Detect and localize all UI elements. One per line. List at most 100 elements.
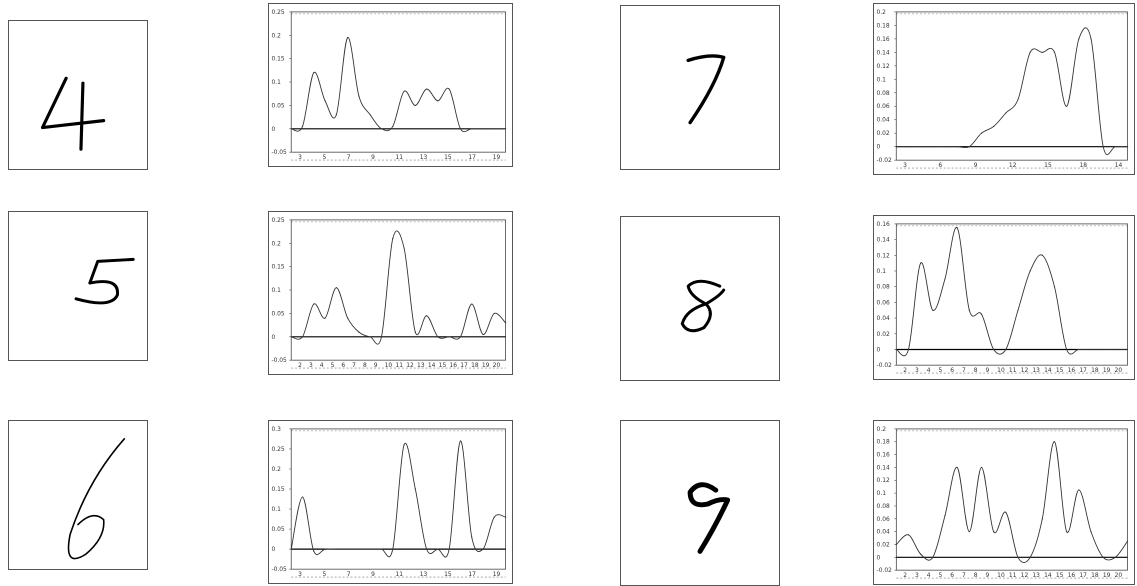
data-point: [380, 128, 383, 130]
x-tick-label: 15: [444, 572, 452, 578]
data-point: [380, 336, 383, 338]
x-tick-label: 20: [1115, 573, 1123, 579]
data-point: [968, 309, 970, 311]
x-tick-label: 19: [493, 155, 501, 161]
data-point: [324, 548, 326, 550]
data-point: [290, 548, 292, 550]
data-point: [932, 556, 934, 558]
x-tick-label: 6: [950, 573, 954, 579]
x-tick-label: 2: [298, 363, 302, 369]
data-point: [426, 88, 428, 90]
data-point: [482, 333, 484, 336]
data-point: [1078, 348, 1080, 351]
x-tick-label: 14: [1115, 162, 1123, 169]
y-tick-label: 0.14: [877, 465, 890, 471]
y-tick-label: 0.1: [271, 507, 281, 513]
y-tick-label: 0.2: [877, 9, 887, 16]
x-tick-label: 13: [1032, 368, 1040, 374]
x-tick-label: 7: [352, 363, 356, 369]
y-tick-label: 0: [271, 335, 275, 341]
data-point: [920, 146, 922, 148]
data-point: [1066, 531, 1068, 533]
data-point: [956, 466, 958, 469]
data-point: [907, 534, 910, 536]
x-tick-label: 16: [449, 363, 457, 369]
data-point: [1005, 348, 1007, 351]
x-tick-label: 17: [468, 155, 476, 161]
y-tick-label: 0.02: [877, 332, 890, 338]
x-tick-label: 9: [371, 572, 375, 578]
y-tick-label: 0.2: [271, 467, 281, 473]
x-tick-label: 3: [298, 572, 302, 578]
y-tick-label: 0: [877, 347, 881, 353]
data-point: [380, 548, 383, 550]
series-line: [896, 441, 1128, 563]
data-point: [1029, 556, 1031, 558]
data-point: [944, 514, 946, 517]
x-tick-label: 11: [1009, 573, 1017, 579]
x-tick-label: 6: [341, 363, 345, 369]
data-point: [324, 100, 326, 102]
data-point: [956, 227, 958, 229]
data-point: [437, 548, 439, 550]
x-tick-label: 8: [974, 368, 978, 374]
data-point: [1017, 309, 1019, 311]
digit-8-glyph: [680, 279, 726, 333]
y-tick-label: -0.02: [877, 363, 893, 369]
x-tick-label: 9: [985, 573, 989, 579]
data-point: [968, 146, 970, 148]
x-tick-label: 9: [371, 155, 375, 161]
data-point: [504, 516, 507, 518]
x-tick-label: 4: [927, 368, 931, 374]
y-tick-label: 0.14: [877, 49, 890, 56]
data-point: [1090, 348, 1092, 351]
data-point: [1078, 489, 1080, 491]
y-tick-label: -0.02: [877, 157, 893, 164]
data-point: [980, 132, 983, 134]
data-point: [358, 548, 360, 550]
y-tick-label: 0.25: [271, 10, 284, 16]
x-tick-label: 5: [938, 368, 942, 374]
data-point: [482, 548, 484, 550]
data-point: [993, 531, 995, 533]
y-tick-label: 0.04: [877, 316, 890, 322]
data-point: [1041, 254, 1043, 256]
plot-frame: [290, 219, 506, 361]
data-point: [301, 496, 304, 498]
x-tick-label: 7: [962, 368, 966, 374]
x-tick-label: 6: [938, 162, 942, 169]
x-tick-label: 19: [1103, 573, 1111, 579]
x-tick-label: 10: [385, 363, 393, 369]
y-tick-label: 0.12: [877, 478, 890, 484]
data-point: [1126, 348, 1129, 351]
x-tick-label: 9: [974, 162, 978, 169]
y-tick-label: 0.06: [877, 517, 890, 523]
x-tick-label: 10: [997, 368, 1005, 374]
data-point: [392, 238, 394, 240]
data-point: [932, 309, 934, 311]
data-point: [1029, 270, 1031, 272]
data-point: [1126, 540, 1129, 542]
data-point: [414, 331, 416, 333]
y-tick-label: 0: [271, 127, 275, 133]
plot-frame: [895, 428, 1128, 571]
x-tick-label: 19: [493, 572, 501, 578]
data-point: [493, 516, 495, 518]
chart-panel-8: 0.16 0.14 0.12 0.1 0.08 0.06 0.04 0.02 0 -0.02 2 3 4…: [873, 215, 1135, 380]
data-point: [369, 336, 371, 338]
data-point: [932, 146, 934, 148]
digit-panel-5: [8, 211, 148, 361]
digit-5-glyph: [74, 257, 135, 305]
data-point: [426, 315, 428, 317]
data-point: [1005, 112, 1007, 114]
chart-5: 0.25 0.2 0.15 0.1 0.05 0 -0.05 2 3 4 5 6 7 8 9 10 11 12 13…: [271, 218, 507, 369]
x-tick-label: 12: [406, 363, 414, 369]
x-tick-label: 15: [1056, 573, 1064, 579]
x-tick-label: 5: [938, 573, 942, 579]
data-point: [1017, 98, 1019, 101]
y-tick-label: 0.1: [271, 288, 281, 294]
data-point: [358, 95, 360, 97]
data-point: [895, 348, 897, 351]
x-tick-label: 18: [1091, 368, 1099, 374]
data-point: [1053, 51, 1056, 53]
